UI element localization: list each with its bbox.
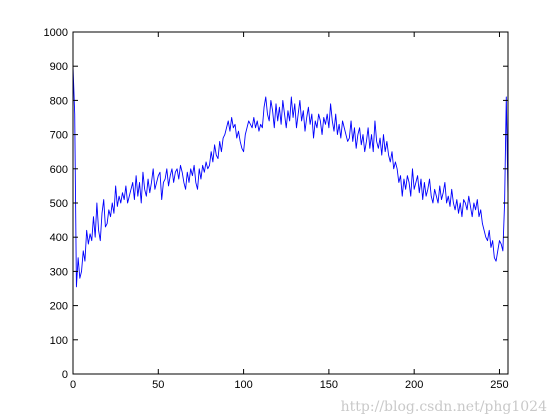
y-tick-label: 200: [50, 301, 68, 313]
x-tick-label: 250: [490, 379, 508, 391]
y-tick-label: 900: [50, 61, 68, 73]
x-tick-label: 50: [152, 379, 164, 391]
y-tick-label: 0: [62, 369, 68, 381]
x-tick-label: 200: [405, 379, 423, 391]
plot-area: [73, 32, 508, 374]
y-tick-label: 800: [50, 95, 68, 107]
y-tick-label: 400: [50, 232, 68, 244]
y-tick-label: 500: [50, 198, 68, 210]
y-tick-label: 300: [50, 266, 68, 278]
x-tick-label: 0: [70, 379, 76, 391]
y-tick-label: 700: [50, 130, 68, 142]
x-tick-label: 150: [320, 379, 338, 391]
x-tick-label: 100: [234, 379, 252, 391]
y-tick-label: 1000: [44, 27, 68, 39]
y-tick-label: 100: [50, 335, 68, 347]
watermark-text: http://blog.csdn.net/phg1024: [341, 399, 547, 415]
plot-area-background: [73, 32, 508, 374]
y-tick-label: 600: [50, 164, 68, 176]
